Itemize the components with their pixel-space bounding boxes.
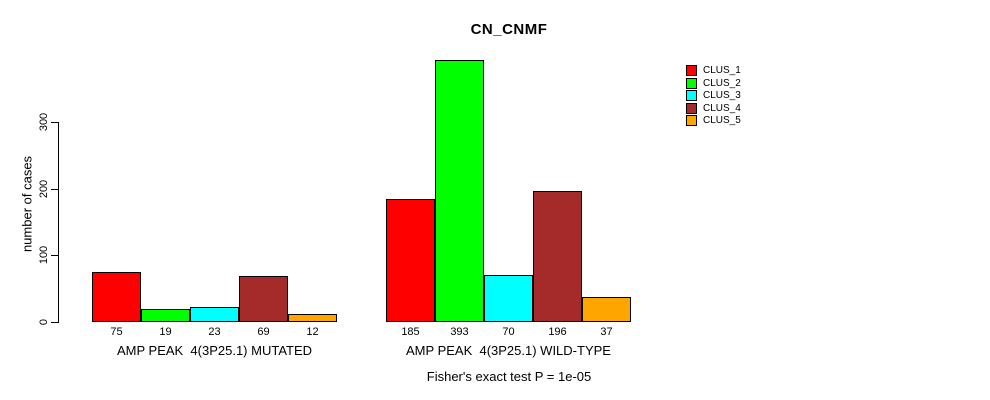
legend-swatch-clus_2 <box>686 78 697 89</box>
legend-swatch-clus_5 <box>686 115 697 126</box>
bar-value-label: 393 <box>450 326 469 338</box>
bar-clus_1-group2 <box>386 199 435 322</box>
y-tick <box>51 188 58 190</box>
bar-value-label: 37 <box>600 326 613 338</box>
bar-value-label: 185 <box>401 326 420 338</box>
bar-clus_4-group1 <box>239 276 288 322</box>
x-group-label: AMP PEAK 4(3P25.1) WILD-TYPE <box>406 343 611 358</box>
bar-value-label: 12 <box>306 326 319 338</box>
bar-clus_5-group1 <box>288 314 337 322</box>
bar-value-label: 69 <box>257 326 270 338</box>
bar-clus_1-group1 <box>92 272 141 322</box>
bar-clus_2-group2 <box>435 60 484 322</box>
y-tick <box>51 122 58 123</box>
y-tick-label: 0 <box>38 318 50 326</box>
legend-label: CLUS_1 <box>703 65 741 76</box>
y-tick-label: 200 <box>38 179 50 198</box>
legend-swatch-clus_4 <box>686 103 697 114</box>
bar-value-label: 70 <box>502 326 515 338</box>
y-axis-line <box>58 122 59 323</box>
chart-title: CN_CNMF <box>470 21 548 38</box>
bar-value-label: 196 <box>548 326 567 338</box>
y-tick <box>51 322 58 323</box>
legend-swatch-clus_3 <box>686 90 697 101</box>
y-tick-label: 300 <box>38 112 50 132</box>
bar-clus_5-group2 <box>582 297 631 322</box>
bar-clus_3-group2 <box>484 275 533 322</box>
bar-clus_4-group2 <box>533 191 582 322</box>
y-tick <box>51 255 58 257</box>
legend-label: CLUS_2 <box>703 78 741 89</box>
legend-label: CLUS_3 <box>703 90 741 101</box>
bar-value-label: 75 <box>110 326 123 338</box>
x-group-label: AMP PEAK 4(3P25.1) MUTATED <box>116 343 313 358</box>
legend-label: CLUS_5 <box>703 115 741 126</box>
y-tick-label: 100 <box>38 246 50 265</box>
bar-value-label: 23 <box>208 326 221 338</box>
y-axis-title: number of cases <box>19 155 35 253</box>
bar-clus_3-group1 <box>190 307 239 322</box>
legend-swatch-clus_1 <box>686 65 697 76</box>
fisher-test-annotation: Fisher's exact test P = 1e-05 <box>426 369 592 384</box>
legend-label: CLUS_4 <box>703 103 741 114</box>
bar-clus_2-group1 <box>141 309 190 322</box>
bar-value-label: 19 <box>159 326 172 338</box>
